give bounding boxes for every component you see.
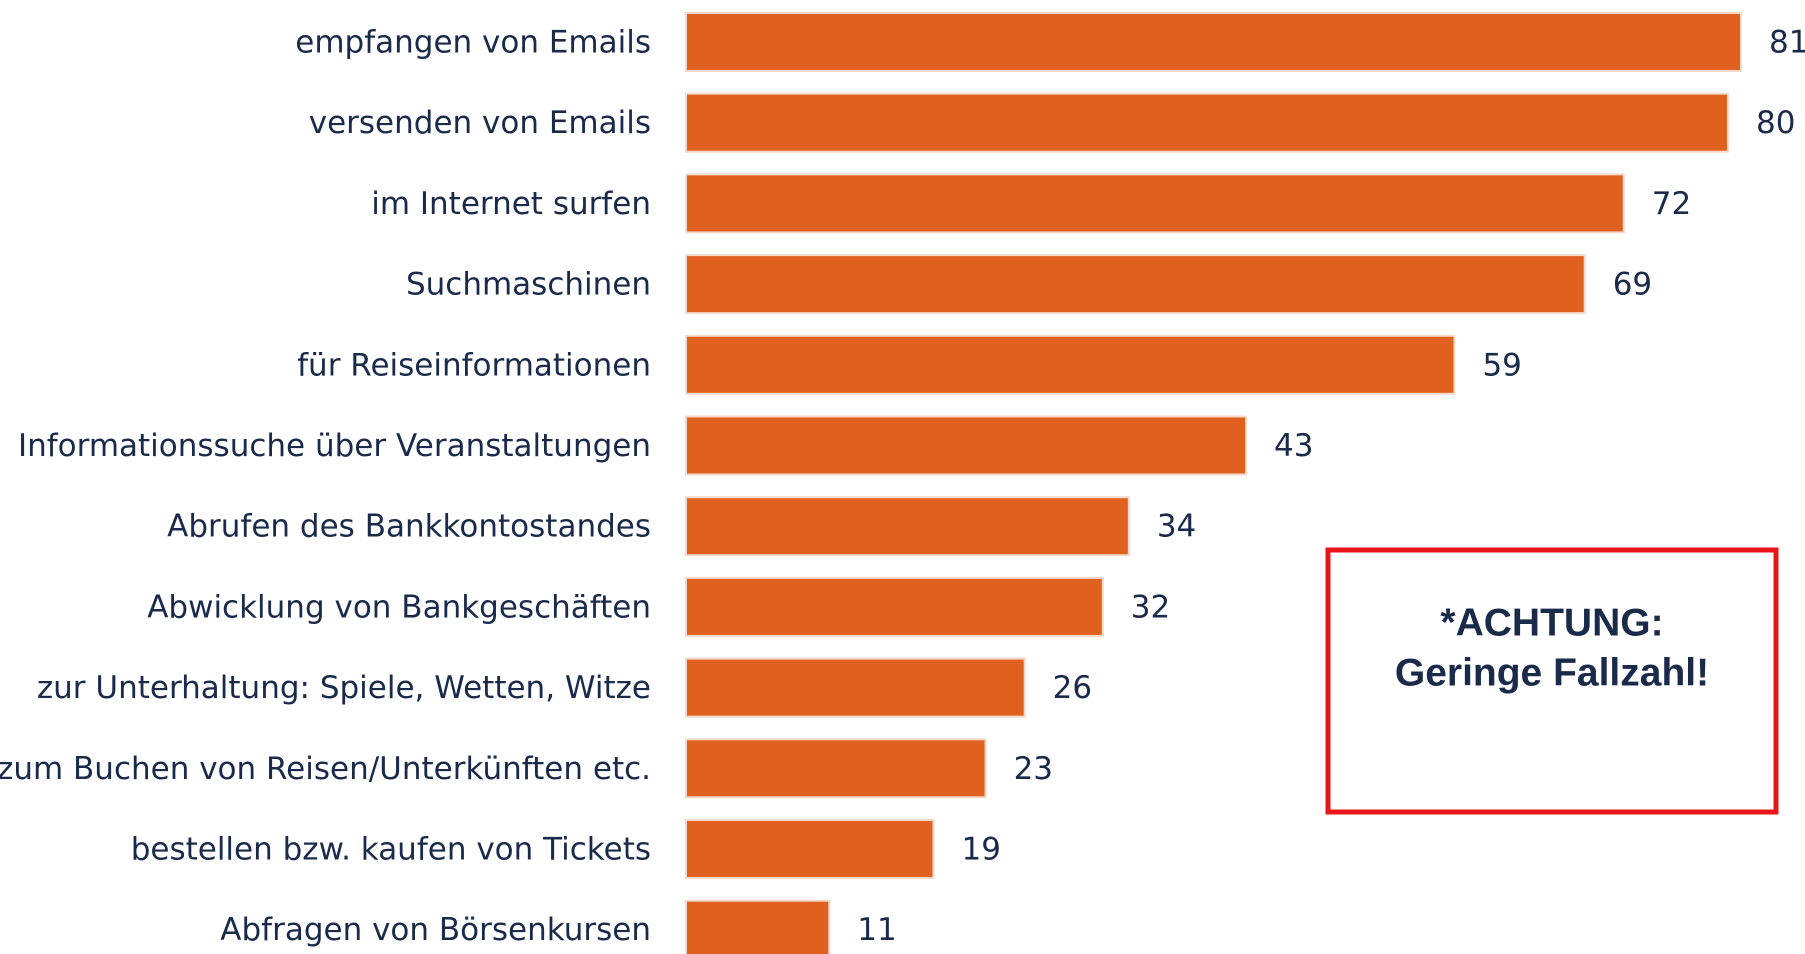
category-label: Abwicklung von Bankgeschäften xyxy=(147,589,651,625)
value-label: 23 xyxy=(1014,751,1053,787)
bar xyxy=(685,415,1248,476)
value-label: 72 xyxy=(1652,186,1691,222)
value-label: 34 xyxy=(1157,509,1196,545)
category-label: Abfragen von Börsenkursen xyxy=(220,912,651,948)
value-label: 26 xyxy=(1053,670,1092,706)
category-label: für Reiseinformationen xyxy=(297,347,651,383)
bar xyxy=(685,576,1104,637)
category-label: bestellen bzw. kaufen von Tickets xyxy=(131,832,651,868)
category-label: zur Unterhaltung: Spiele, Wetten, Witze xyxy=(37,670,651,706)
value-label: 81 xyxy=(1769,25,1805,61)
bar xyxy=(685,819,935,879)
value-label: 80 xyxy=(1756,105,1795,141)
category-label: zum Buchen von Reisen/Unterkünften etc. xyxy=(0,751,651,787)
bar xyxy=(685,334,1456,395)
annotation-box xyxy=(1325,547,1779,815)
bar xyxy=(685,899,831,954)
value-label: 19 xyxy=(961,832,1000,868)
value-label: 11 xyxy=(857,912,896,948)
bar xyxy=(685,173,1625,234)
bar xyxy=(685,92,1729,153)
bar xyxy=(685,657,1026,718)
bar xyxy=(685,254,1586,315)
annotation: *ACHTUNG: xyxy=(1440,601,1663,644)
annotation: Geringe Fallzahl! xyxy=(1395,651,1709,694)
value-label: 69 xyxy=(1613,267,1652,303)
value-label: 43 xyxy=(1274,428,1313,464)
category-label: im Internet surfen xyxy=(371,186,651,222)
category-label: versenden von Emails xyxy=(309,105,651,141)
category-label: Suchmaschinen xyxy=(406,267,651,303)
value-label: 59 xyxy=(1482,347,1521,383)
category-label: Abrufen des Bankkontostandes xyxy=(167,509,651,545)
bar xyxy=(685,738,987,799)
value-label: 32 xyxy=(1131,589,1170,625)
bar xyxy=(685,496,1130,557)
category-label: empfangen von Emails xyxy=(295,25,651,61)
bar xyxy=(685,12,1742,72)
category-label: Informationssuche über Veranstaltungen xyxy=(18,428,651,464)
